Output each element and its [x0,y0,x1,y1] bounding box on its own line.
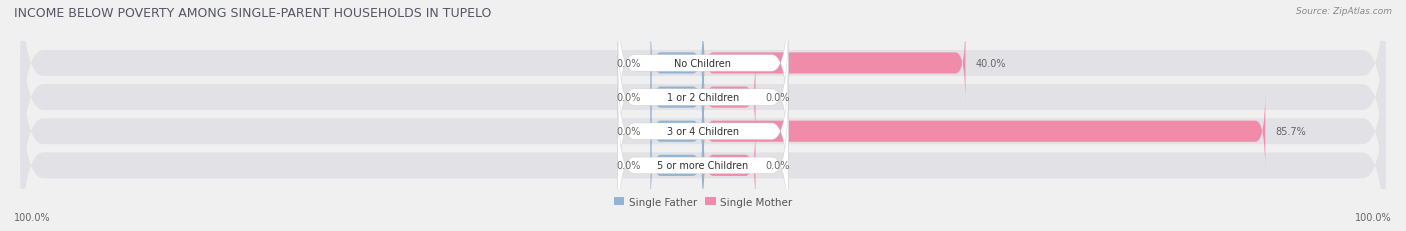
Text: 1 or 2 Children: 1 or 2 Children [666,93,740,103]
Text: 40.0%: 40.0% [976,59,1005,69]
FancyBboxPatch shape [651,23,703,104]
Text: 0.0%: 0.0% [616,59,641,69]
Text: 5 or more Children: 5 or more Children [658,161,748,171]
Text: 0.0%: 0.0% [616,127,641,137]
FancyBboxPatch shape [651,57,703,138]
FancyBboxPatch shape [651,125,703,206]
FancyBboxPatch shape [703,125,755,206]
FancyBboxPatch shape [617,89,789,231]
FancyBboxPatch shape [21,26,1385,231]
Legend: Single Father, Single Mother: Single Father, Single Mother [610,193,796,211]
FancyBboxPatch shape [617,21,789,174]
FancyBboxPatch shape [21,60,1385,231]
Text: 0.0%: 0.0% [616,93,641,103]
Text: 100.0%: 100.0% [1355,212,1392,222]
FancyBboxPatch shape [651,91,703,172]
Text: 3 or 4 Children: 3 or 4 Children [666,127,740,137]
Text: Source: ZipAtlas.com: Source: ZipAtlas.com [1296,7,1392,16]
FancyBboxPatch shape [21,0,1385,170]
Text: 85.7%: 85.7% [1275,127,1306,137]
Text: 100.0%: 100.0% [14,212,51,222]
Text: 0.0%: 0.0% [616,161,641,171]
Text: 0.0%: 0.0% [765,93,790,103]
Text: INCOME BELOW POVERTY AMONG SINGLE-PARENT HOUSEHOLDS IN TUPELO: INCOME BELOW POVERTY AMONG SINGLE-PARENT… [14,7,492,20]
FancyBboxPatch shape [703,91,1265,172]
Text: 0.0%: 0.0% [765,161,790,171]
FancyBboxPatch shape [617,55,789,208]
Text: No Children: No Children [675,59,731,69]
FancyBboxPatch shape [703,57,755,138]
FancyBboxPatch shape [703,23,966,104]
FancyBboxPatch shape [617,0,789,140]
FancyBboxPatch shape [21,0,1385,204]
